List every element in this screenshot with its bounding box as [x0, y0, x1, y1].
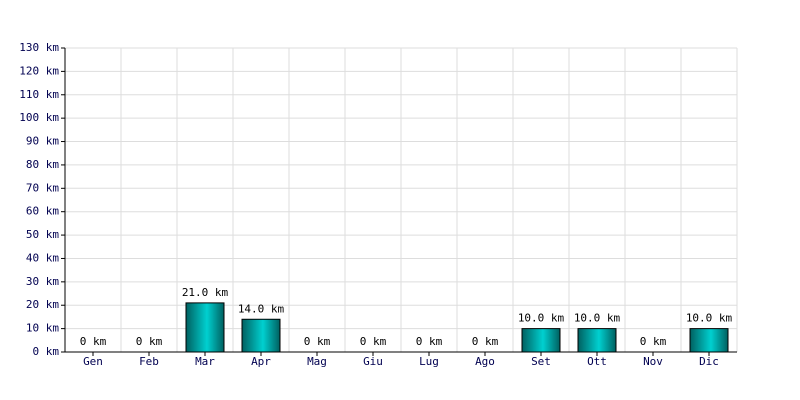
bar — [185, 302, 225, 353]
x-tick-label: Gen — [83, 355, 103, 368]
bar — [521, 328, 561, 353]
y-tick-label: 60 km — [26, 205, 59, 218]
y-tick-label: 110 km — [19, 88, 59, 101]
y-tick-label: 70 km — [26, 181, 59, 194]
value-label: 10.0 km — [686, 312, 733, 325]
value-label: 10.0 km — [574, 312, 621, 325]
x-tick-label: Giu — [363, 355, 383, 368]
y-tick-label: 40 km — [26, 251, 59, 264]
value-label: 0 km — [640, 335, 667, 348]
value-label: 0 km — [416, 335, 443, 348]
x-tick-label: Ott — [587, 355, 607, 368]
bar — [689, 328, 729, 353]
x-tick-label: Set — [531, 355, 551, 368]
y-tick-label: 90 km — [26, 135, 59, 148]
x-tick-label: Dic — [699, 355, 719, 368]
y-tick-label: 20 km — [26, 298, 59, 311]
value-label: 0 km — [360, 335, 387, 348]
y-tick-label: 130 km — [19, 41, 59, 54]
y-tick-label: 10 km — [26, 322, 59, 335]
y-tick-label: 80 km — [26, 158, 59, 171]
x-tick-label: Lug — [419, 355, 439, 368]
bar — [241, 318, 281, 353]
value-label: 0 km — [136, 335, 163, 348]
value-label: 0 km — [472, 335, 499, 348]
value-label: 10.0 km — [518, 312, 565, 325]
value-label: 0 km — [80, 335, 107, 348]
y-tick-label: 120 km — [19, 64, 59, 77]
x-tick-label: Feb — [139, 355, 159, 368]
y-tick-label: 100 km — [19, 111, 59, 124]
y-tick-label: 30 km — [26, 275, 59, 288]
bar — [577, 328, 617, 353]
value-label: 0 km — [304, 335, 331, 348]
y-tick-label: 0 km — [33, 345, 60, 358]
x-tick-label: Apr — [251, 355, 271, 368]
x-tick-label: Ago — [475, 355, 495, 368]
x-tick-label: Mar — [195, 355, 215, 368]
y-tick-label: 50 km — [26, 228, 59, 241]
x-tick-label: Mag — [307, 355, 327, 368]
x-tick-label: Nov — [643, 355, 663, 368]
value-label: 21.0 km — [182, 286, 229, 299]
value-label: 14.0 km — [238, 302, 285, 315]
